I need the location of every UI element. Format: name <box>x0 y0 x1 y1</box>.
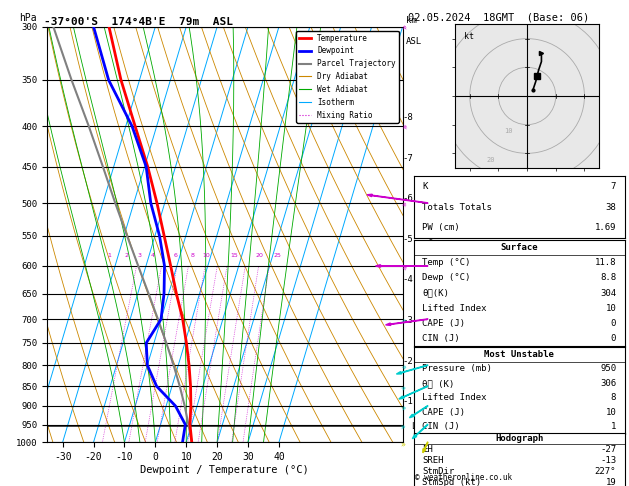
Text: 1: 1 <box>107 253 111 258</box>
Text: «: « <box>398 24 407 29</box>
Text: -6: -6 <box>403 194 414 203</box>
Text: Temp (°C): Temp (°C) <box>422 258 470 267</box>
Legend: Temperature, Dewpoint, Parcel Trajectory, Dry Adiabat, Wet Adiabat, Isotherm, Mi: Temperature, Dewpoint, Parcel Trajectory… <box>296 31 399 122</box>
Text: -5: -5 <box>403 235 414 244</box>
Text: K: K <box>422 182 428 191</box>
Text: kt: kt <box>464 32 474 41</box>
Text: 15: 15 <box>230 253 238 258</box>
Text: 950: 950 <box>600 364 616 374</box>
Text: «: « <box>398 314 408 324</box>
Text: 304: 304 <box>600 289 616 297</box>
Text: CAPE (J): CAPE (J) <box>422 407 465 417</box>
Text: 02.05.2024  18GMT  (Base: 06): 02.05.2024 18GMT (Base: 06) <box>408 12 589 22</box>
Text: hPa: hPa <box>19 13 36 22</box>
Text: -4: -4 <box>403 276 414 284</box>
Text: 0: 0 <box>611 334 616 343</box>
Text: θᴇ(K): θᴇ(K) <box>422 289 449 297</box>
Text: 11.8: 11.8 <box>594 258 616 267</box>
Text: Lifted Index: Lifted Index <box>422 304 487 312</box>
Text: Totals Totals: Totals Totals <box>422 203 492 211</box>
Text: 227°: 227° <box>594 467 616 476</box>
X-axis label: Dewpoint / Temperature (°C): Dewpoint / Temperature (°C) <box>140 465 309 475</box>
Text: «: « <box>399 401 406 411</box>
Text: CIN (J): CIN (J) <box>422 422 460 431</box>
Text: Pressure (mb): Pressure (mb) <box>422 364 492 374</box>
Text: 20: 20 <box>255 253 263 258</box>
Text: «: « <box>398 381 407 391</box>
Text: 8.8: 8.8 <box>600 274 616 282</box>
Text: 1: 1 <box>611 422 616 431</box>
Text: «: « <box>399 420 406 430</box>
Text: 6: 6 <box>174 253 177 258</box>
Text: -1: -1 <box>403 397 414 406</box>
Text: 306: 306 <box>600 379 616 388</box>
Text: km: km <box>406 16 417 25</box>
Text: 10: 10 <box>504 128 513 134</box>
Text: 10: 10 <box>606 407 616 417</box>
Text: © weatheronline.co.uk: © weatheronline.co.uk <box>415 473 512 482</box>
Text: SREH: SREH <box>422 456 444 465</box>
Text: -37°00'S  174°4B'E  79m  ASL: -37°00'S 174°4B'E 79m ASL <box>44 17 233 27</box>
Text: Dewp (°C): Dewp (°C) <box>422 274 470 282</box>
Text: -8: -8 <box>403 113 414 122</box>
Text: 3: 3 <box>138 253 142 258</box>
Text: CIN (J): CIN (J) <box>422 334 460 343</box>
Text: CAPE (J): CAPE (J) <box>422 319 465 328</box>
Text: ASL: ASL <box>406 37 422 46</box>
Text: 10: 10 <box>203 253 210 258</box>
Text: θᴇ (K): θᴇ (K) <box>422 379 455 388</box>
Text: 7: 7 <box>611 182 616 191</box>
Text: 25: 25 <box>274 253 281 258</box>
Text: 8: 8 <box>611 393 616 402</box>
Text: «: « <box>400 438 405 447</box>
Text: «: « <box>398 199 408 207</box>
Text: «: « <box>398 360 408 370</box>
Text: Mixing Ratio (g/kg): Mixing Ratio (g/kg) <box>426 220 435 315</box>
Text: «: « <box>398 122 408 129</box>
Text: -7: -7 <box>403 154 414 162</box>
Text: StmDir: StmDir <box>422 467 455 476</box>
Text: 10: 10 <box>606 304 616 312</box>
Text: 4: 4 <box>150 253 154 258</box>
Text: Most Unstable: Most Unstable <box>484 350 554 359</box>
Text: «: « <box>398 261 408 270</box>
Text: -3: -3 <box>403 316 414 325</box>
Text: Lifted Index: Lifted Index <box>422 393 487 402</box>
Text: StmSpd (kt): StmSpd (kt) <box>422 478 481 486</box>
Text: 19: 19 <box>606 478 616 486</box>
Text: Hodograph: Hodograph <box>495 434 543 443</box>
Text: -27: -27 <box>600 445 616 454</box>
Text: LCL: LCL <box>411 422 426 431</box>
Text: EH: EH <box>422 445 433 454</box>
Text: 38: 38 <box>606 203 616 211</box>
Text: 8: 8 <box>191 253 194 258</box>
Text: 0: 0 <box>611 319 616 328</box>
Text: -13: -13 <box>600 456 616 465</box>
Text: 1.69: 1.69 <box>594 223 616 232</box>
Text: 20: 20 <box>487 157 496 163</box>
Text: PW (cm): PW (cm) <box>422 223 460 232</box>
Text: Surface: Surface <box>501 243 538 252</box>
Text: 2: 2 <box>124 253 128 258</box>
Text: -2: -2 <box>403 357 414 365</box>
